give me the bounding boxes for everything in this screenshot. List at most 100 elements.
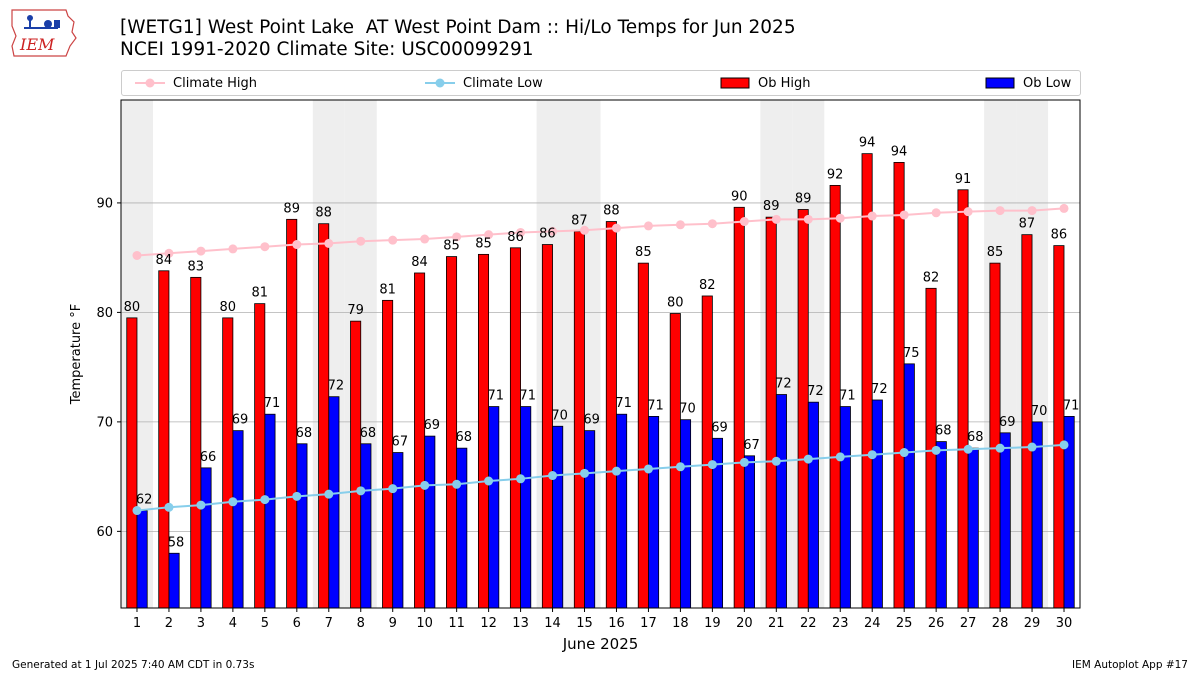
ob-low-label: 72 — [807, 384, 824, 399]
ob-low-bar — [743, 455, 755, 609]
climate-low-point — [196, 500, 206, 510]
climate-low-point — [260, 495, 270, 505]
ob-high-label: 81 — [379, 282, 396, 297]
climate-high-point — [707, 219, 717, 229]
climate-high-point — [516, 227, 526, 237]
ob-high-bar — [414, 272, 426, 609]
y-tick-label: 70 — [96, 415, 113, 430]
app-credit: IEM Autoplot App #17 — [1072, 659, 1188, 671]
ob-low-bar — [967, 447, 979, 609]
climate-low-point — [1027, 442, 1037, 452]
ob-low-label: 71 — [1063, 398, 1080, 413]
climate-low-point — [899, 448, 909, 458]
climate-high-point — [931, 208, 941, 218]
x-tick-label: 12 — [480, 616, 497, 631]
ob-low-label: 69 — [232, 413, 249, 428]
ob-low-bar — [424, 435, 436, 609]
ob-low-bar — [584, 430, 596, 609]
climate-high-point — [1027, 206, 1037, 216]
climate-low-point — [292, 491, 302, 501]
ob-high-bar — [893, 162, 905, 609]
climate-low-point — [388, 484, 398, 494]
climate-low-line — [136, 443, 1065, 512]
climate-low-point — [484, 476, 494, 486]
climate-low-point — [356, 486, 366, 496]
y-tick-label: 60 — [96, 525, 113, 540]
plot-frame — [120, 99, 1081, 609]
ob-high-label: 86 — [539, 227, 556, 242]
climate-low-point — [963, 444, 973, 454]
ob-high-label: 85 — [443, 239, 460, 254]
y-axis-label: Temperature °F — [69, 304, 84, 405]
ob-low-bar — [871, 399, 883, 609]
legend-label-ob-low: Ob Low — [1023, 75, 1072, 91]
ob-high-label: 90 — [731, 189, 748, 204]
ob-high-label: 82 — [699, 278, 716, 293]
x-tick-label: 22 — [800, 616, 817, 631]
x-tick-label: 21 — [768, 616, 785, 631]
legend-item-ob-low: Ob Low — [985, 71, 1071, 95]
ob-low-label: 71 — [487, 389, 504, 404]
climate-high-line-swatch — [135, 78, 165, 88]
ob-low-label: 70 — [1031, 404, 1048, 419]
ob-high-bar — [1053, 245, 1065, 609]
ob-low-label: 68 — [455, 430, 472, 445]
ob-low-label: 71 — [839, 389, 856, 404]
x-tick-label: 24 — [864, 616, 881, 631]
ob-high-bar — [861, 153, 873, 609]
climate-low-point — [164, 502, 174, 512]
ob-high-bar — [637, 262, 649, 609]
climate-high-point — [548, 226, 558, 236]
ob-high-label: 83 — [188, 259, 205, 274]
ob-low-bar — [552, 425, 564, 609]
ob-low-bar — [456, 447, 468, 609]
legend-item-climate-high: Climate High — [135, 71, 257, 95]
ob-low-bar — [136, 510, 148, 609]
climate-high-point — [292, 240, 302, 250]
ob-low-label: 69 — [424, 418, 441, 433]
chart-title: [WETG1] West Point Lake AT West Point Da… — [120, 17, 796, 38]
ob-high-label: 87 — [1019, 217, 1036, 232]
climate-high-point — [164, 248, 174, 258]
ob-high-bar — [509, 247, 521, 609]
ob-low-bar — [616, 413, 628, 609]
ob-high-label: 89 — [795, 191, 812, 206]
x-tick-label: 16 — [608, 616, 625, 631]
ob-low-label: 69 — [999, 415, 1016, 430]
legend-label-climate-high: Climate High — [173, 75, 258, 91]
climate-high-point — [356, 236, 366, 246]
ob-high-bar — [669, 313, 681, 609]
climate-high-line — [136, 207, 1065, 257]
x-tick-label: 1 — [133, 616, 141, 631]
ob-high-label: 85 — [987, 245, 1004, 260]
x-tick-label: 17 — [640, 616, 657, 631]
ob-low-label: 68 — [360, 426, 377, 441]
ob-low-bar — [488, 406, 500, 609]
x-tick-label: 19 — [704, 616, 721, 631]
ob-low-bar — [360, 443, 372, 609]
ob-high-label: 94 — [891, 144, 908, 159]
climate-low-point — [611, 466, 621, 476]
ob-low-bar — [680, 419, 692, 609]
ob-low-bar — [296, 443, 308, 609]
climate-high-point — [835, 213, 845, 223]
ob-high-label: 89 — [283, 201, 300, 216]
climate-low-point — [420, 480, 430, 490]
ob-low-bar — [232, 430, 244, 609]
ob-high-label: 80 — [124, 300, 141, 315]
climate-low-point — [452, 479, 462, 489]
ob-high-label: 91 — [955, 172, 972, 187]
climate-high-point — [196, 246, 206, 256]
ob-high-bar — [605, 221, 617, 609]
ob-low-label: 67 — [743, 438, 760, 453]
ob-low-label: 72 — [328, 379, 345, 394]
ob-low-bar — [328, 396, 340, 609]
climate-high-point — [995, 206, 1005, 216]
legend: Climate High Climate Low Ob High Ob Low — [121, 70, 1081, 96]
legend-label-climate-low: Climate Low — [463, 75, 543, 91]
legend-label-ob-high: Ob High — [758, 75, 811, 91]
x-tick-label: 27 — [960, 616, 977, 631]
ob-high-bar — [318, 223, 330, 609]
ob-high-bar — [733, 206, 745, 609]
